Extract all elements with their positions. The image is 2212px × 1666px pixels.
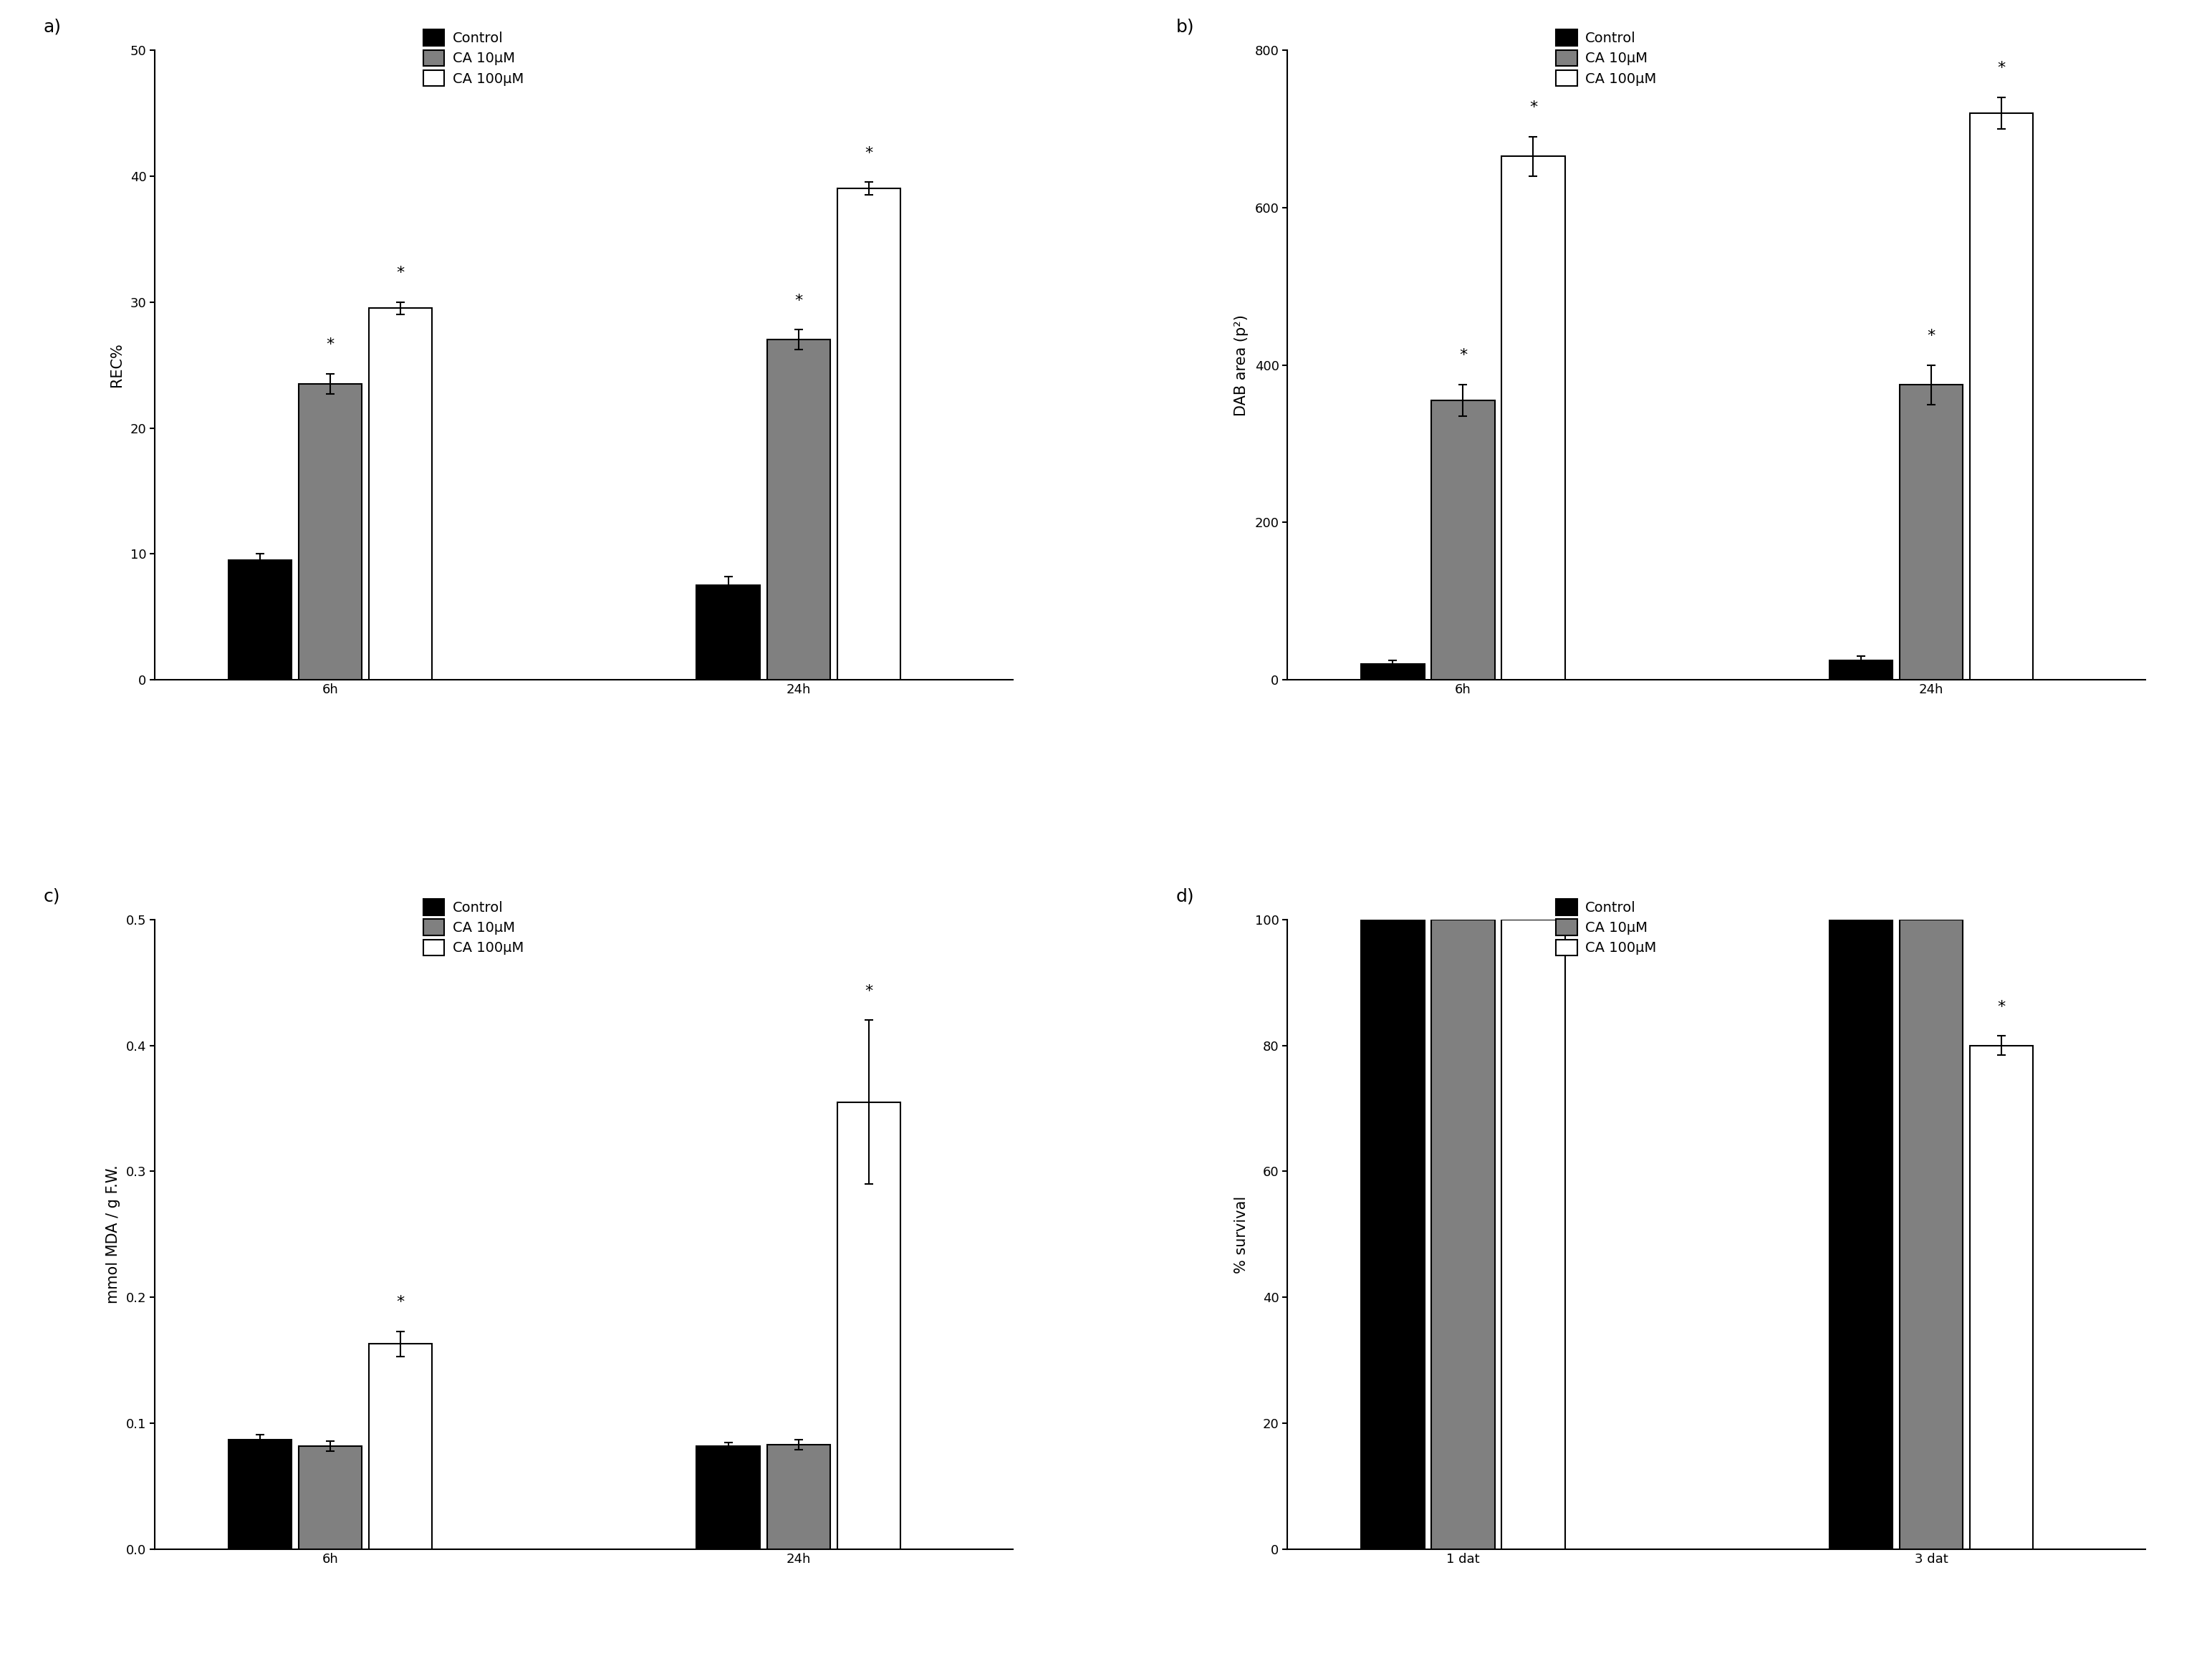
Bar: [768, 1444, 830, 1549]
Text: c): c): [44, 888, 60, 905]
Bar: [697, 585, 759, 680]
Bar: [768, 340, 830, 680]
Text: *: *: [1528, 100, 1537, 115]
Text: *: *: [327, 338, 334, 352]
Bar: [1431, 400, 1495, 680]
Bar: [836, 1103, 900, 1549]
Bar: [1969, 113, 2033, 680]
Bar: [1360, 920, 1425, 1549]
Bar: [369, 308, 431, 680]
Bar: [836, 188, 900, 680]
Text: *: *: [865, 985, 874, 998]
Bar: [1829, 660, 1893, 680]
Bar: [228, 560, 292, 680]
Y-axis label: DAB area (p²): DAB area (p²): [1234, 315, 1250, 416]
Bar: [697, 1446, 759, 1549]
Bar: [1502, 157, 1564, 680]
Legend: Control, CA 10μM, CA 100μM: Control, CA 10μM, CA 100μM: [1553, 895, 1661, 960]
Bar: [1829, 920, 1893, 1549]
Bar: [1900, 920, 1962, 1549]
Text: *: *: [396, 265, 405, 280]
Bar: [1431, 920, 1495, 1549]
Text: *: *: [865, 147, 874, 160]
Bar: [299, 383, 363, 680]
Legend: Control, CA 10μM, CA 100μM: Control, CA 10μM, CA 100μM: [420, 895, 529, 960]
Text: b): b): [1177, 18, 1194, 35]
Text: *: *: [794, 293, 803, 308]
Text: a): a): [44, 18, 62, 35]
Bar: [1900, 385, 1962, 680]
Legend: Control, CA 10μM, CA 100μM: Control, CA 10μM, CA 100μM: [1553, 25, 1661, 90]
Legend: Control, CA 10μM, CA 100μM: Control, CA 10μM, CA 100μM: [420, 25, 529, 90]
Text: d): d): [1177, 888, 1194, 905]
Bar: [1502, 920, 1564, 1549]
Text: *: *: [1997, 62, 2006, 75]
Bar: [228, 1439, 292, 1549]
Bar: [369, 1344, 431, 1549]
Bar: [1360, 665, 1425, 680]
Y-axis label: REC%: REC%: [111, 343, 124, 387]
Text: *: *: [1460, 348, 1467, 363]
Text: *: *: [396, 1294, 405, 1309]
Y-axis label: mmol MDA / g F.W.: mmol MDA / g F.W.: [106, 1165, 119, 1304]
Bar: [299, 1446, 363, 1549]
Text: *: *: [1927, 328, 1936, 343]
Y-axis label: % survival: % survival: [1234, 1196, 1250, 1273]
Bar: [1969, 1045, 2033, 1549]
Text: *: *: [1997, 1000, 2006, 1015]
